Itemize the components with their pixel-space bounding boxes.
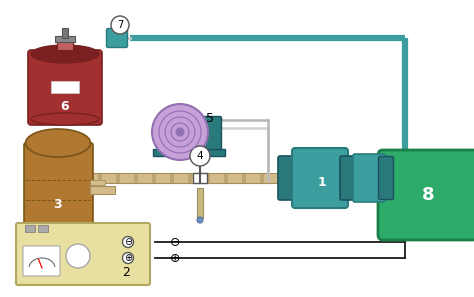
- Polygon shape: [33, 237, 83, 250]
- FancyBboxPatch shape: [340, 156, 360, 200]
- Text: 1: 1: [318, 176, 327, 189]
- Bar: [170, 173, 174, 183]
- Ellipse shape: [31, 113, 99, 125]
- Circle shape: [122, 236, 134, 247]
- Bar: [90, 186, 115, 194]
- FancyBboxPatch shape: [353, 154, 385, 202]
- Bar: [206, 173, 210, 183]
- Text: 3: 3: [54, 198, 62, 211]
- Text: 6: 6: [61, 100, 69, 113]
- Bar: [25, 225, 35, 232]
- Circle shape: [152, 104, 208, 160]
- Bar: [260, 173, 264, 183]
- FancyBboxPatch shape: [107, 29, 128, 48]
- FancyBboxPatch shape: [194, 116, 221, 149]
- Bar: [116, 173, 120, 183]
- Text: ⊖: ⊖: [124, 237, 132, 247]
- FancyBboxPatch shape: [379, 157, 393, 200]
- FancyBboxPatch shape: [278, 156, 302, 200]
- Circle shape: [111, 16, 129, 34]
- FancyBboxPatch shape: [378, 150, 474, 240]
- Circle shape: [122, 252, 134, 263]
- Bar: [153, 149, 225, 156]
- Ellipse shape: [26, 129, 91, 157]
- Bar: [188, 173, 192, 183]
- Bar: [224, 173, 228, 183]
- FancyBboxPatch shape: [28, 50, 102, 125]
- Circle shape: [66, 244, 90, 268]
- Bar: [62, 28, 68, 38]
- Circle shape: [190, 146, 210, 166]
- Bar: [38, 225, 48, 232]
- Ellipse shape: [31, 45, 99, 63]
- Bar: [57, 40, 73, 50]
- FancyBboxPatch shape: [292, 148, 348, 208]
- Bar: [51, 81, 79, 93]
- Text: ⊕: ⊕: [170, 252, 180, 266]
- FancyBboxPatch shape: [23, 246, 60, 276]
- Bar: [242, 173, 246, 183]
- Text: 8: 8: [422, 186, 434, 204]
- Bar: [85, 173, 308, 183]
- Bar: [278, 173, 282, 183]
- Text: 4: 4: [197, 151, 203, 161]
- Bar: [197, 188, 203, 218]
- Text: 7: 7: [117, 20, 123, 30]
- Bar: [134, 173, 138, 183]
- Text: 2: 2: [122, 266, 130, 279]
- Bar: [90, 180, 105, 185]
- Circle shape: [177, 129, 183, 135]
- Bar: [296, 173, 300, 183]
- Text: ⊖: ⊖: [170, 236, 180, 249]
- FancyBboxPatch shape: [16, 223, 150, 285]
- Text: 5: 5: [206, 113, 214, 126]
- Bar: [193, 173, 207, 183]
- FancyBboxPatch shape: [24, 143, 93, 237]
- Bar: [98, 173, 102, 183]
- Bar: [152, 173, 156, 183]
- Bar: [55, 36, 75, 42]
- Text: ⊕: ⊕: [124, 253, 132, 263]
- Ellipse shape: [197, 217, 203, 223]
